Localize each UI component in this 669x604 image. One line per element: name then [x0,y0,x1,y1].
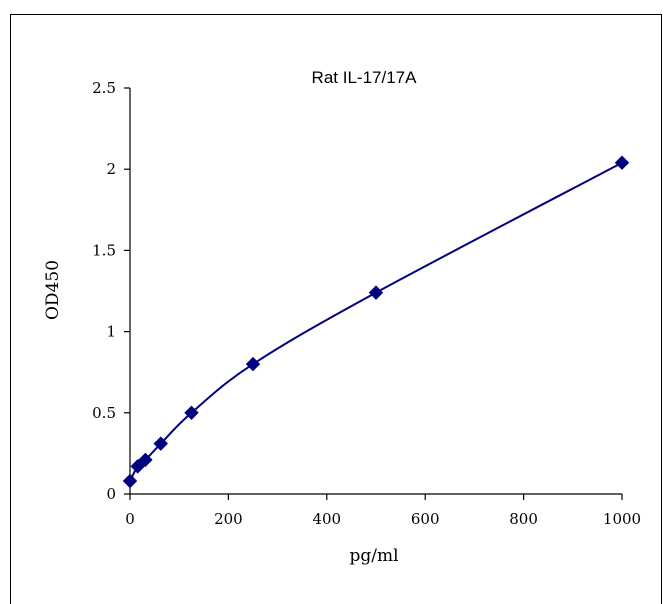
x-tick-label: 600 [411,510,440,528]
y-tick-label: 1.5 [92,241,116,259]
y-axis-label: OD450 [43,260,63,320]
data-point-diamond [153,436,168,451]
chart-title: Rat IL-17/17A [312,68,418,87]
data-point-diamond [368,285,384,300]
data-point-diamond [130,459,145,474]
x-tick-label: 0 [125,510,135,528]
x-tick-label: 400 [312,510,341,528]
x-tick-label: 200 [214,510,243,528]
x-axis-label: pg/ml [349,546,398,566]
y-tick-label: 2 [106,160,116,178]
tick-labels: 0 200 400 600 800 1000 0 0.5 1 1.5 2 2.5 [92,79,641,528]
x-tick-label: 1000 [603,510,641,528]
data-points [122,155,630,489]
x-tick-label: 800 [509,510,538,528]
chart-frame [10,14,662,604]
y-tick-label: 0 [106,485,116,503]
data-point-diamond [614,155,630,170]
data-point-diamond [184,405,199,421]
y-tick-label: 0.5 [92,404,116,422]
y-tick-label: 1 [106,323,116,341]
axes [124,87,623,500]
y-tick-label: 2.5 [92,79,116,97]
data-point-diamond [138,452,153,468]
data-point-diamond [245,356,261,372]
data-point-diamond [122,473,138,489]
fit-curve [129,161,623,482]
